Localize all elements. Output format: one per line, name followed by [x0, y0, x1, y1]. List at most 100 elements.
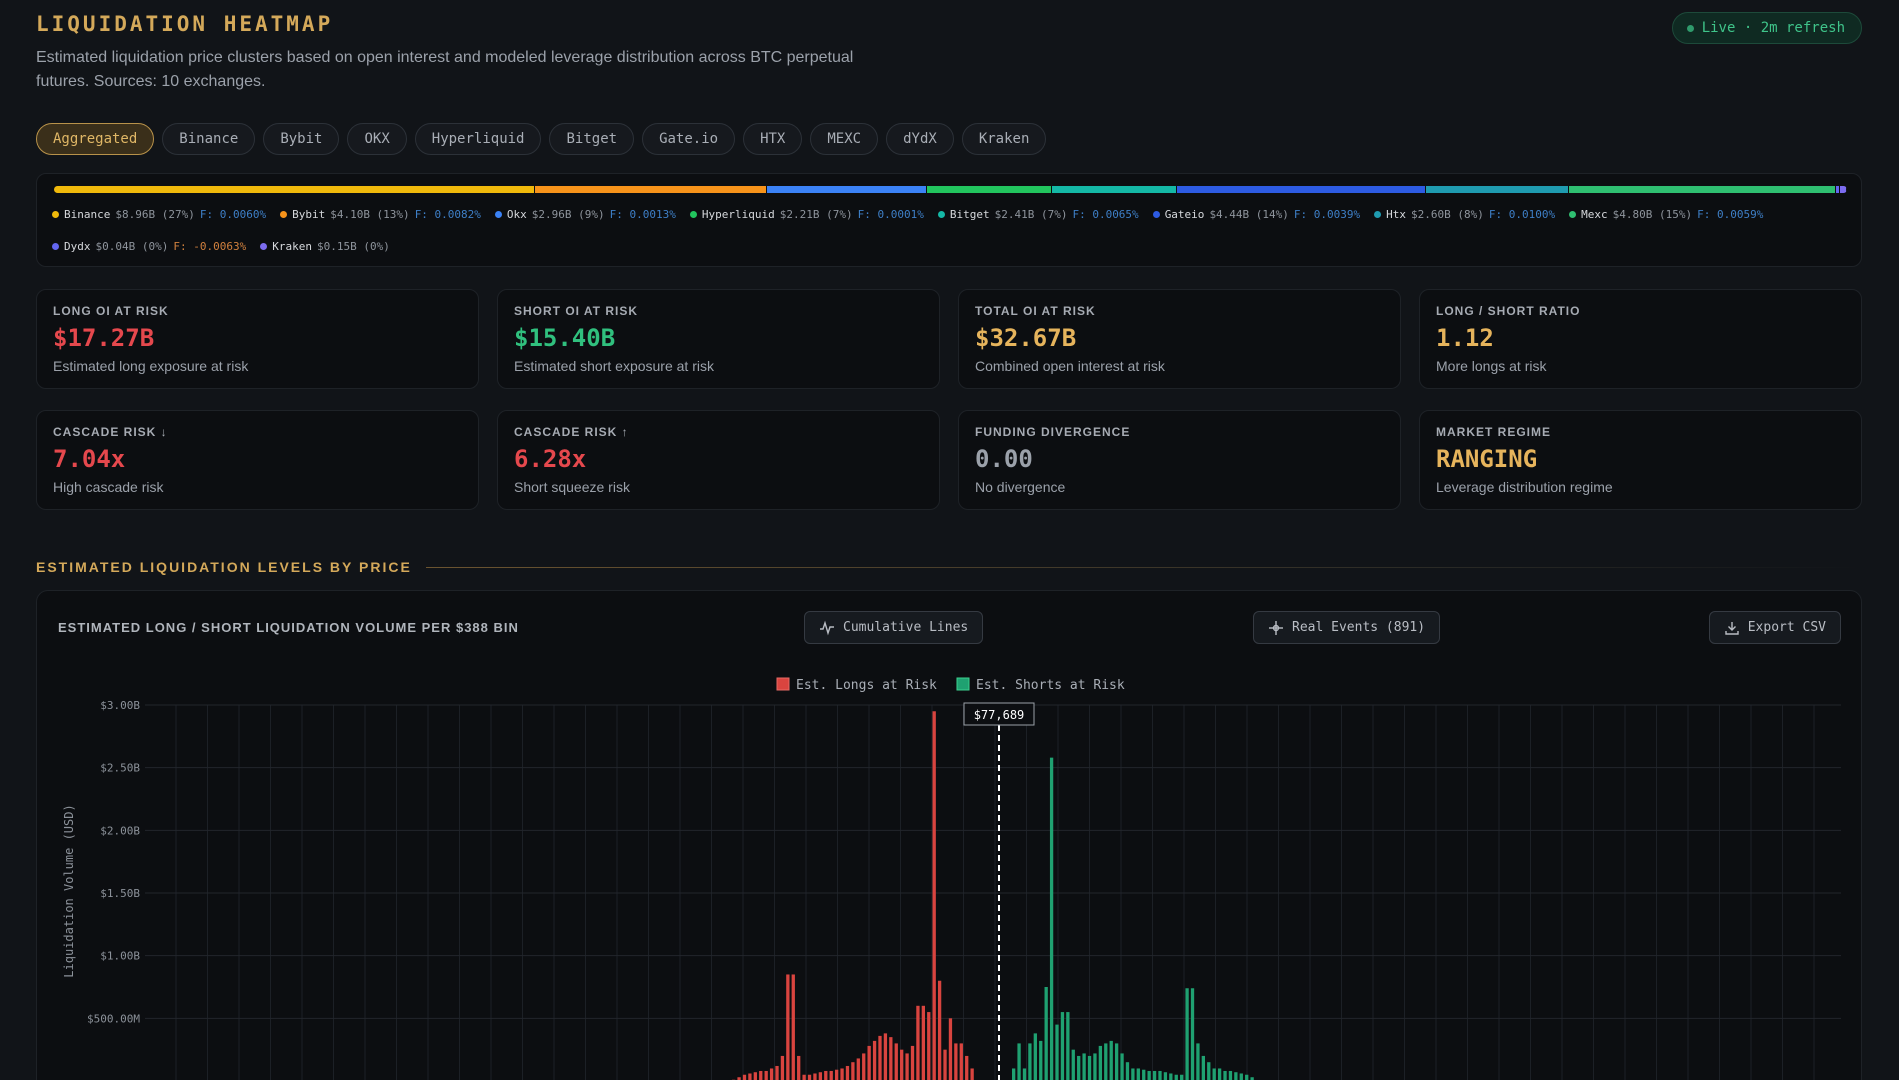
- export-csv-button[interactable]: Export CSV: [1708, 611, 1841, 644]
- metric-value: 0.00: [975, 445, 1033, 473]
- tab-kraken[interactable]: Kraken: [961, 123, 1047, 155]
- bar-short: [1190, 988, 1195, 1080]
- bar-short: [1028, 1043, 1032, 1080]
- metric-card-total-oi-at-risk: TOTAL OI AT RISK $32.67B Combined open int…: [958, 289, 1401, 389]
- bar-long: [916, 1005, 920, 1080]
- tab-hyperliquid[interactable]: Hyperliquid: [414, 123, 542, 155]
- section-header: ESTIMATED LIQUIDATION LEVELS BY PRICE: [36, 559, 1862, 575]
- bar-long: [943, 1049, 947, 1080]
- bar-long: [889, 1037, 893, 1080]
- share-segment-dydx: [1836, 186, 1840, 193]
- tab-binance[interactable]: Binance: [162, 123, 256, 155]
- legend-exchange-name: Bybit: [292, 207, 326, 221]
- legend-dot-icon: [689, 210, 697, 218]
- metric-card-long-short-ratio: LONG / SHORT RATIO 1.12 More longs at risk: [1419, 289, 1862, 389]
- tab-aggregated[interactable]: Aggregated: [36, 123, 155, 155]
- share-segment-mexc: [1568, 186, 1837, 193]
- bar-short: [1228, 1070, 1233, 1080]
- real-events-button[interactable]: Real Events (891): [1253, 611, 1441, 644]
- bar-short: [1022, 1068, 1027, 1080]
- metric-card-cascade-risk: CASCADE RISK ↓ 7.04x High cascade risk: [36, 410, 479, 510]
- exchange-share-panel: Binance $8.96B (27%) F: 0.0060% Bybit $4.10B…: [36, 173, 1862, 267]
- metric-cards-row-2: CASCADE RISK ↓ 7.04x High cascade risk CASC…: [36, 410, 1862, 510]
- legend-exchange-name: Htx: [1386, 207, 1407, 221]
- metric-card-long-oi-at-risk: LONG OI AT RISK $17.27B Estimated long exp…: [36, 289, 479, 389]
- bar-long: [900, 1049, 904, 1080]
- metric-subtext: More longs at risk: [1436, 358, 1547, 374]
- section-divider: [425, 566, 1862, 568]
- bar-long: [753, 1072, 757, 1080]
- bar-long: [905, 1053, 909, 1080]
- metric-value: $15.40B: [514, 324, 616, 352]
- tab-mexc[interactable]: MEXC: [810, 123, 879, 155]
- bar-short: [1120, 1053, 1124, 1080]
- legend-exchange-name: Okx: [506, 207, 527, 221]
- metric-card-short-oi-at-risk: SHORT OI AT RISK $15.40B Estimated short e…: [497, 289, 940, 389]
- bar-long: [970, 1068, 974, 1080]
- bar-long: [764, 1070, 768, 1080]
- legend-exchange-oi: $4.10B (13%): [330, 207, 410, 221]
- bar-short: [1185, 988, 1189, 1080]
- tab-bybit[interactable]: Bybit: [263, 123, 340, 155]
- bar-short: [1017, 1043, 1021, 1080]
- share-segment-gateio: [1176, 186, 1427, 193]
- cumulative-lines-label: Cumulative Lines: [843, 620, 969, 635]
- live-status-badge: Live · 2m refresh: [1671, 12, 1862, 44]
- bar-short: [1131, 1068, 1135, 1080]
- legend-exchange-name: Bitget: [949, 207, 990, 221]
- legend-dot-icon: [937, 210, 945, 218]
- legend-funding-rate: F: 0.0059%: [1697, 207, 1764, 221]
- legend-dot-icon: [52, 210, 59, 218]
- legend-item-htx: Htx $2.60B (8%) F: 0.0100%: [1374, 204, 1555, 224]
- bar-long: [921, 1005, 925, 1080]
- bar-short: [1077, 1055, 1081, 1080]
- bar-short: [1169, 1073, 1173, 1080]
- tab-okx[interactable]: OKX: [347, 123, 407, 155]
- legend-exchange-name: Kraken: [272, 239, 312, 253]
- metric-subtext: Combined open interest at risk: [975, 358, 1165, 374]
- section-title: ESTIMATED LIQUIDATION LEVELS BY PRICE: [36, 559, 412, 575]
- metric-label: FUNDING DIVERGENCE: [975, 425, 1131, 439]
- bar-long: [862, 1053, 866, 1080]
- bar-long: [937, 980, 942, 1080]
- bar-long: [748, 1073, 752, 1080]
- y-axis-label: Liquidation Volume (USD): [62, 804, 76, 977]
- bar-short: [1109, 1040, 1113, 1080]
- legend-funding-rate: F: 0.0082%: [414, 207, 481, 221]
- bar-short: [1245, 1074, 1249, 1080]
- activity-icon: [820, 620, 834, 635]
- metric-label: CASCADE RISK ↑: [514, 425, 629, 439]
- bar-long: [959, 1043, 963, 1080]
- bar-long: [759, 1070, 763, 1080]
- bar-long: [780, 1055, 785, 1080]
- cumulative-lines-button[interactable]: Cumulative Lines: [804, 611, 984, 644]
- metric-value: RANGING: [1436, 445, 1538, 473]
- metric-value: $17.27B: [53, 324, 155, 352]
- export-csv-label: Export CSV: [1747, 620, 1826, 635]
- tab-dydx[interactable]: dYdX: [886, 123, 954, 155]
- metric-card-cascade-risk: CASCADE RISK ↑ 6.28x Short squeeze risk: [497, 410, 940, 510]
- y-tick-label: $1.00B: [100, 950, 140, 963]
- bar-short: [1201, 1055, 1205, 1080]
- metric-cards-row-1: LONG OI AT RISK $17.27B Estimated long exp…: [36, 289, 1862, 389]
- bar-long: [965, 1055, 969, 1080]
- metric-subtext: Leverage distribution regime: [1436, 479, 1613, 495]
- bar-long: [786, 974, 790, 1080]
- tab-bitget[interactable]: Bitget: [549, 123, 635, 155]
- download-icon: [1725, 621, 1739, 635]
- bar-long: [829, 1070, 833, 1080]
- bar-long: [954, 1043, 958, 1080]
- share-segment-bybit: [535, 186, 767, 193]
- bar-short: [1066, 1012, 1070, 1080]
- legend-label-longs: Est. Longs at Risk: [796, 678, 937, 693]
- tab-gate-io[interactable]: Gate.io: [642, 123, 736, 155]
- legend-exchange-oi: $2.21B (7%): [779, 207, 853, 221]
- legend-funding-rate: F: -0.0063%: [173, 239, 247, 253]
- legend-funding-rate: F: 0.0013%: [609, 207, 676, 221]
- bar-short: [1093, 1053, 1097, 1080]
- bar-long: [932, 711, 936, 1080]
- page-header: LIQUIDATION HEATMAP Estimated liquidatio…: [36, 12, 1862, 92]
- tab-htx[interactable]: HTX: [743, 123, 803, 155]
- bar-short: [1055, 1024, 1059, 1080]
- y-tick-label: $1.50B: [100, 887, 140, 900]
